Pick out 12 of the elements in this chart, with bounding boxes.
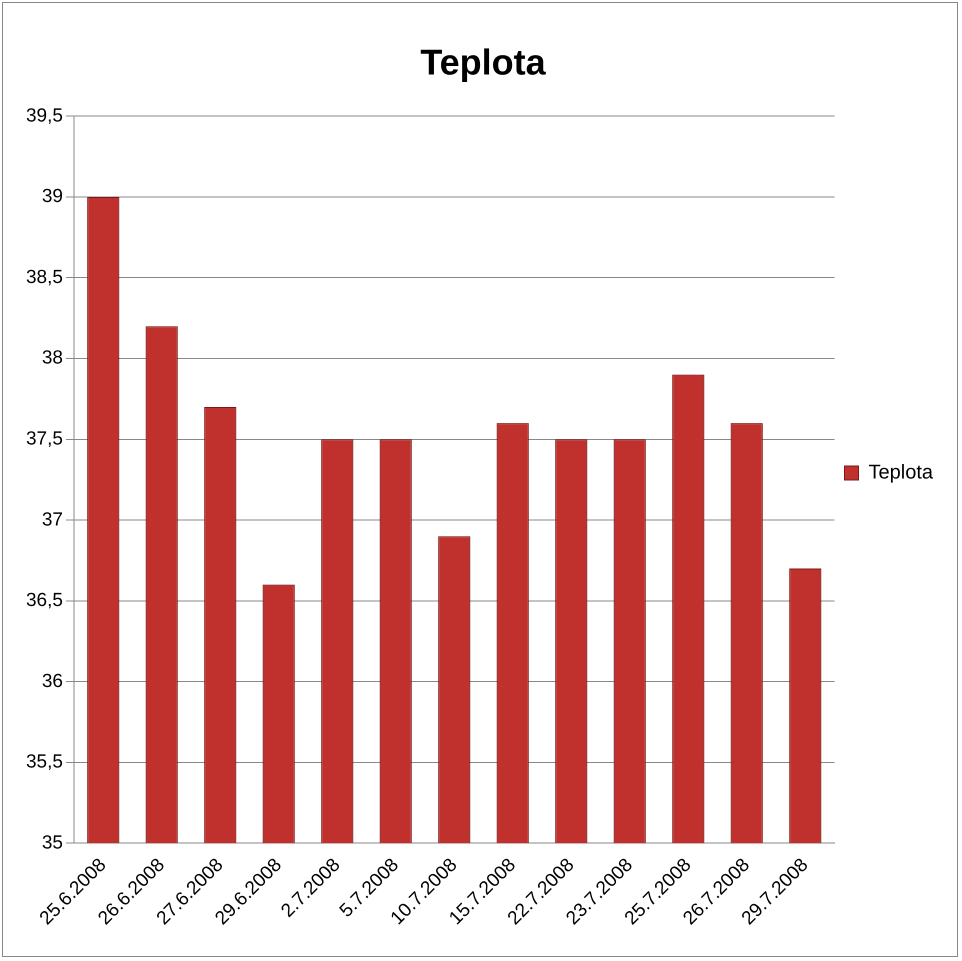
y-tick-label: 38 bbox=[42, 348, 63, 369]
chart-title: Teplota bbox=[420, 42, 547, 83]
y-tick-label: 39 bbox=[42, 186, 63, 208]
legend-label: Teplota bbox=[868, 462, 934, 484]
y-tick-label: 36,5 bbox=[26, 590, 63, 612]
y-tick-label: 35 bbox=[42, 832, 63, 854]
y-tick-label: 37,5 bbox=[26, 428, 63, 450]
y-tick-label: 39,5 bbox=[26, 105, 63, 126]
y-tick-label: 37 bbox=[42, 509, 63, 530]
y-tick-label: 36 bbox=[42, 670, 63, 692]
y-tick-label: 38,5 bbox=[26, 266, 63, 288]
y-tick-label: 35,5 bbox=[26, 752, 63, 773]
